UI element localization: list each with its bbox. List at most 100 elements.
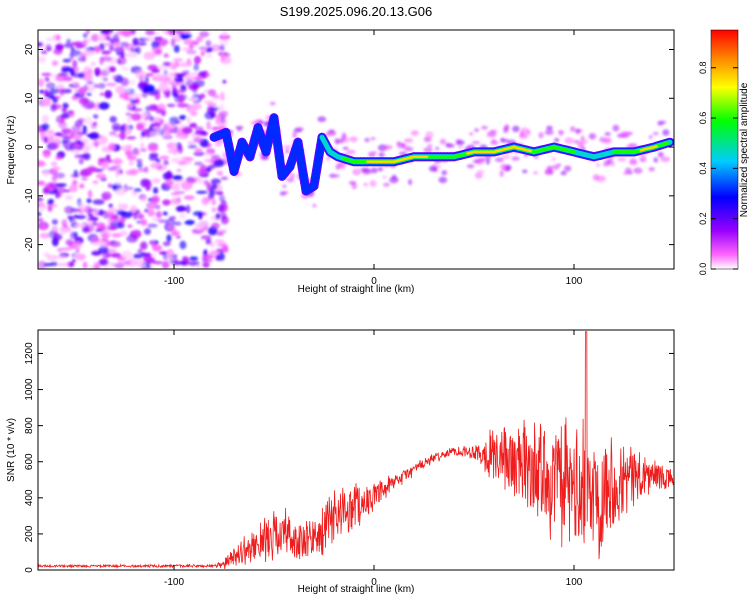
noise-cell xyxy=(219,104,225,111)
noise-cell xyxy=(78,86,87,95)
noise-cell xyxy=(38,160,46,167)
noise-cell xyxy=(210,178,221,185)
noise-cell xyxy=(108,131,115,137)
haze-cell xyxy=(619,131,630,138)
noise-cell xyxy=(73,169,79,178)
haze-cell xyxy=(332,174,340,178)
noise-cell xyxy=(120,77,130,87)
noise-cell xyxy=(61,67,73,72)
noise-cell xyxy=(196,190,209,194)
noise-cell xyxy=(105,211,110,217)
noise-cell xyxy=(51,175,58,182)
noise-cell xyxy=(183,39,195,45)
noise-cell xyxy=(57,40,63,44)
noise-cell xyxy=(130,113,142,121)
noise-cell xyxy=(193,176,199,180)
noise-cell xyxy=(140,197,148,203)
noise-cell xyxy=(123,89,130,93)
noise-cell xyxy=(105,36,112,41)
noise-cell xyxy=(208,188,216,196)
noise-cell xyxy=(183,70,190,76)
noise-cell xyxy=(179,240,187,250)
noise-cell xyxy=(167,222,174,231)
noise-cell xyxy=(99,157,111,163)
noise-cell xyxy=(109,44,115,52)
noise-cell xyxy=(69,184,78,193)
noise-cell xyxy=(38,56,47,63)
noise-cell xyxy=(144,36,154,42)
noise-cell xyxy=(222,245,229,253)
noise-cell xyxy=(63,43,74,48)
noise-cell xyxy=(189,256,199,261)
noise-cell xyxy=(72,81,80,86)
haze-cell xyxy=(283,145,293,149)
noise-cell xyxy=(38,218,44,222)
haze-cell xyxy=(580,135,585,142)
noise-cell xyxy=(125,124,130,133)
noise-cell xyxy=(81,176,88,182)
noise-cell xyxy=(64,205,73,213)
noise-cell xyxy=(98,246,109,254)
noise-cell xyxy=(151,68,161,74)
noise-cell xyxy=(73,231,78,239)
noise-cell xyxy=(165,131,171,135)
colorbar-tick-label: 0.4 xyxy=(698,162,708,175)
noise-cell xyxy=(84,69,92,79)
noise-cell xyxy=(135,151,140,155)
noise-cell xyxy=(205,72,210,78)
haze-cell xyxy=(349,136,358,143)
haze-cell xyxy=(466,164,475,169)
haze-cell xyxy=(341,163,346,170)
noise-cell xyxy=(119,41,129,47)
noise-cell xyxy=(72,144,83,149)
noise-cell xyxy=(54,156,62,160)
noise-cell xyxy=(173,58,184,62)
noise-cell xyxy=(144,252,152,257)
haze-cell xyxy=(602,139,612,144)
noise-cell xyxy=(101,232,109,242)
noise-cell xyxy=(168,256,178,265)
noise-cell xyxy=(57,73,69,77)
noise-cell xyxy=(202,262,210,268)
noise-cell xyxy=(109,116,117,123)
noise-cell xyxy=(162,134,173,140)
noise-cell xyxy=(46,254,58,261)
noise-cell xyxy=(106,248,117,254)
noise-cell xyxy=(86,144,92,151)
haze-cell xyxy=(548,168,554,175)
noise-cell xyxy=(146,261,151,269)
noise-cell xyxy=(127,102,134,109)
noise-cell xyxy=(86,80,94,85)
noise-cell xyxy=(131,108,143,112)
noise-cell xyxy=(81,138,89,145)
noise-cell xyxy=(116,209,127,216)
noise-cell xyxy=(99,43,105,51)
x-tick-label: 0 xyxy=(371,276,377,287)
noise-cell xyxy=(66,38,71,45)
noise-cell xyxy=(66,261,75,268)
noise-cell xyxy=(44,76,50,82)
noise-cell xyxy=(87,217,99,221)
noise-cell xyxy=(118,202,123,211)
haze-cell xyxy=(363,182,368,187)
noise-cell xyxy=(118,30,124,36)
noise-cell xyxy=(55,34,61,41)
noise-cell xyxy=(193,151,205,156)
noise-cell xyxy=(152,244,163,252)
haze-cell xyxy=(538,132,544,139)
noise-cell xyxy=(184,75,191,81)
noise-cell xyxy=(116,59,122,64)
noise-cell xyxy=(173,126,179,135)
noise-cell xyxy=(187,140,196,146)
haze-cell xyxy=(595,162,601,168)
noise-cell xyxy=(210,250,221,255)
haze-cell xyxy=(518,133,529,139)
noise-cell xyxy=(61,128,72,134)
haze-cell xyxy=(633,167,643,174)
haze-cell xyxy=(348,180,357,185)
noise-cell xyxy=(89,132,100,141)
noise-cell xyxy=(107,166,118,171)
noise-cell xyxy=(179,32,189,40)
haze-cell xyxy=(624,167,633,173)
